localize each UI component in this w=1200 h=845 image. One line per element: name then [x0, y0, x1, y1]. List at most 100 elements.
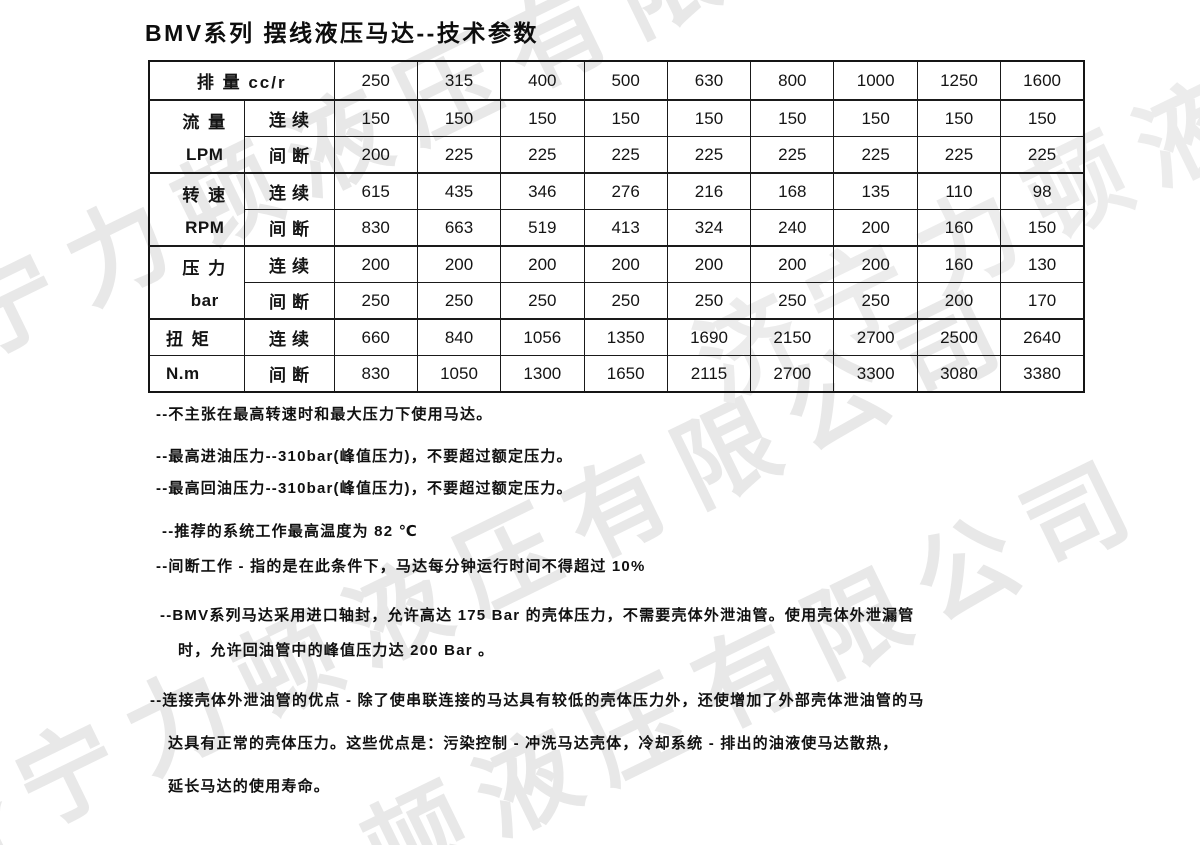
value-cell: 519: [500, 209, 585, 247]
value-cell: 135: [833, 172, 918, 210]
value-cell: 2500: [916, 318, 1002, 356]
value-cell: 615: [333, 172, 418, 210]
value-cell: 200: [416, 245, 502, 283]
value-cell: 200: [333, 136, 418, 174]
displacement-value: 250: [333, 60, 418, 101]
param-label-flow: 流 量 LPM: [148, 99, 245, 174]
value-cell: 225: [583, 136, 668, 174]
value-cell: 276: [583, 172, 668, 210]
note-line: --连接壳体外泄油管的优点 - 除了使串联连接的马达具有较低的壳体压力外，还使增…: [150, 692, 925, 709]
value-cell: 2700: [750, 355, 835, 393]
mode-label-continuous: 连续: [243, 172, 335, 210]
row-torque-continuous: 扭 矩 连续 660 840 1056 1350 1690 2150 2700 …: [148, 318, 1085, 356]
note-line: --间断工作 - 指的是在此条件下，马达每分钟运行时间不得超过 10%: [156, 558, 646, 575]
note-line: 达具有正常的壳体压力。这些优点是：污染控制 - 冲洗马达壳体，冷却系统 - 排出…: [168, 735, 899, 752]
value-cell: 150: [666, 99, 752, 137]
value-cell: 200: [750, 245, 835, 283]
value-cell: 3380: [1000, 355, 1085, 393]
value-cell: 830: [333, 355, 418, 393]
value-cell: 150: [1000, 99, 1085, 137]
param-name: 流 量: [182, 112, 228, 132]
displacement-value: 400: [500, 60, 585, 101]
mode-label-intermittent: 间断: [243, 136, 335, 174]
row-pressure-continuous: 压 力 bar 连续 200 200 200 200 200 200 200 1…: [148, 245, 1085, 320]
param-unit: RPM: [185, 218, 225, 238]
param-name: 转 速: [182, 185, 228, 205]
row-speed-continuous: 转 速 RPM 连续 615 435 346 276 216 168 135 1…: [148, 172, 1085, 247]
value-cell: 1350: [583, 318, 668, 356]
displacement-value: 1250: [916, 60, 1002, 101]
value-cell: 2150: [750, 318, 835, 356]
value-cell: 663: [416, 209, 502, 247]
value-cell: 225: [916, 136, 1002, 174]
value-cell: 660: [333, 318, 418, 356]
table-header-row: 排 量 cc/r 250 315 400 500 630 800 1000 12…: [148, 60, 1085, 101]
note-line: --不主张在最高转速时和最大压力下使用马达。: [156, 406, 493, 423]
note-line: --推荐的系统工作最高温度为 82 ℃: [162, 523, 418, 540]
value-cell: 150: [750, 99, 835, 137]
mode-label-continuous: 连续: [243, 318, 335, 356]
value-cell: 250: [333, 282, 418, 320]
value-cell: 324: [666, 209, 752, 247]
value-cell: 2640: [1000, 318, 1085, 356]
value-cell: 435: [416, 172, 502, 210]
value-cell: 150: [333, 99, 418, 137]
value-cell: 110: [916, 172, 1002, 210]
page-title: BMV系列 摆线液压马达--技术参数: [145, 20, 539, 46]
value-cell: 200: [333, 245, 418, 283]
value-cell: 150: [500, 99, 585, 137]
value-cell: 200: [666, 245, 752, 283]
value-cell: 2700: [833, 318, 918, 356]
value-cell: 250: [583, 282, 668, 320]
mode-label-intermittent: 间断: [243, 282, 335, 320]
param-unit-torque: N.m: [148, 355, 245, 393]
value-cell: 200: [916, 282, 1002, 320]
value-cell: 200: [500, 245, 585, 283]
value-cell: 168: [750, 172, 835, 210]
note-line: 时，允许回油管中的峰值压力达 200 Bar 。: [178, 642, 495, 659]
value-cell: 1056: [500, 318, 585, 356]
mode-label-intermittent: 间断: [243, 209, 335, 247]
value-cell: 250: [833, 282, 918, 320]
value-cell: 200: [833, 245, 918, 283]
param-label-speed: 转 速 RPM: [148, 172, 245, 247]
row-flow-intermittent: 间断 200 225 225 225 225 225 225 225 225: [149, 136, 1085, 174]
param-unit: bar: [190, 291, 219, 311]
note-line: --最高进油压力--310bar(峰值压力)，不要超过额定压力。: [156, 448, 573, 465]
mode-label-intermittent: 间断: [243, 355, 335, 393]
value-cell: 98: [1000, 172, 1085, 210]
value-cell: 200: [583, 245, 668, 283]
value-cell: 225: [750, 136, 835, 174]
row-pressure-intermittent: 间断 250 250 250 250 250 250 250 200 170: [149, 282, 1085, 320]
value-cell: 1050: [416, 355, 502, 393]
value-cell: 840: [416, 318, 502, 356]
value-cell: 413: [583, 209, 668, 247]
value-cell: 2115: [666, 355, 752, 393]
param-name: 压 力: [182, 258, 228, 278]
value-cell: 1690: [666, 318, 752, 356]
value-cell: 160: [916, 209, 1002, 247]
value-cell: 150: [916, 99, 1002, 137]
value-cell: 3080: [916, 355, 1002, 393]
displacement-value: 315: [416, 60, 502, 101]
value-cell: 130: [1000, 245, 1085, 283]
value-cell: 225: [1000, 136, 1085, 174]
value-cell: 1300: [500, 355, 585, 393]
value-cell: 225: [666, 136, 752, 174]
value-cell: 250: [500, 282, 585, 320]
value-cell: 346: [500, 172, 585, 210]
value-cell: 250: [666, 282, 752, 320]
value-cell: 225: [833, 136, 918, 174]
value-cell: 160: [916, 245, 1002, 283]
value-cell: 250: [750, 282, 835, 320]
value-cell: 170: [1000, 282, 1085, 320]
note-line: 延长马达的使用寿命。: [168, 778, 331, 795]
value-cell: 150: [833, 99, 918, 137]
mode-label-continuous: 连续: [243, 245, 335, 283]
row-torque-intermittent: N.m 间断 830 1050 1300 1650 2115 2700 3300…: [148, 355, 1085, 393]
value-cell: 150: [583, 99, 668, 137]
note-line: --BMV系列马达采用进口轴封，允许高达 175 Bar 的壳体压力，不需要壳体…: [160, 607, 915, 624]
mode-label-continuous: 连续: [243, 99, 335, 137]
